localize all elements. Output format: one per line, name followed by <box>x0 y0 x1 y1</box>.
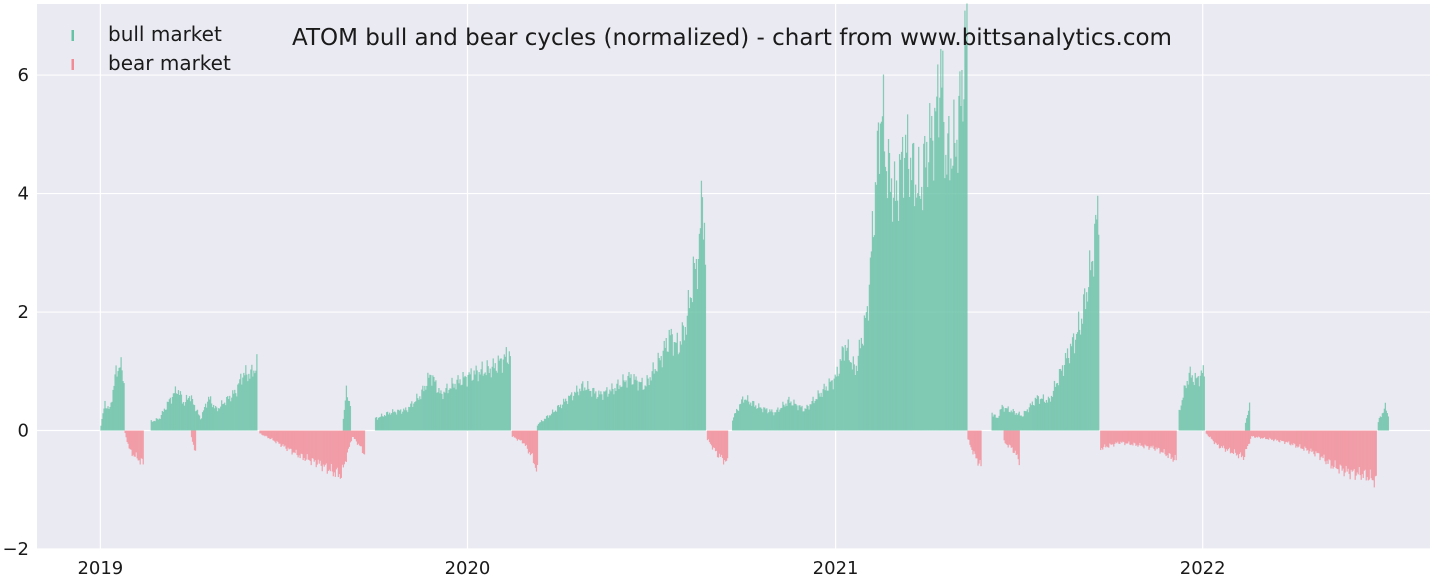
y-tick-label: 6 <box>18 65 29 86</box>
bull-market-bar <box>256 354 257 430</box>
legend-label-bull: bull market <box>108 22 222 46</box>
x-tick-label: 2021 <box>813 558 859 579</box>
y-axis-tick-labels: −2 0 2 4 6 <box>2 65 29 560</box>
x-tick-label: 2022 <box>1180 558 1226 579</box>
legend-swatch-bull <box>72 30 75 41</box>
bull-market-bar <box>1249 403 1250 431</box>
y-tick-label: −2 <box>2 539 29 560</box>
bear-market-bar <box>143 431 144 465</box>
y-tick-label: 2 <box>18 302 29 323</box>
bear-market-bar <box>727 431 728 459</box>
y-tick-label: 0 <box>18 421 29 442</box>
bear-market-bar <box>1176 431 1177 461</box>
bull-market-bar <box>966 4 967 431</box>
chart-title: ATOM bull and bear cycles (normalized) -… <box>292 25 1172 51</box>
bear-market-bar <box>537 431 538 465</box>
y-tick-label: 4 <box>18 184 29 205</box>
legend-swatch-bear <box>72 59 75 70</box>
bear-market-bar <box>1019 431 1020 466</box>
bull-market-bar <box>1098 235 1099 431</box>
bull-market-bar <box>1388 416 1389 430</box>
bull-market-bar <box>510 356 511 430</box>
x-tick-label: 2020 <box>445 558 491 579</box>
plot-area <box>37 4 1430 549</box>
bull-market-bar <box>350 406 351 431</box>
bear-market-bar <box>980 431 981 467</box>
bull-market-bar <box>1204 376 1205 430</box>
bear-market-bar <box>1376 431 1377 476</box>
bull-market-bar <box>123 383 124 430</box>
bear-market-bar <box>195 431 196 451</box>
x-tick-label: 2019 <box>77 558 123 579</box>
bull-market-bar <box>705 265 706 431</box>
legend-label-bear: bear market <box>108 51 231 75</box>
bear-market-bar <box>364 431 365 455</box>
x-axis-tick-labels: 2019 2020 2021 2022 <box>77 558 1225 579</box>
